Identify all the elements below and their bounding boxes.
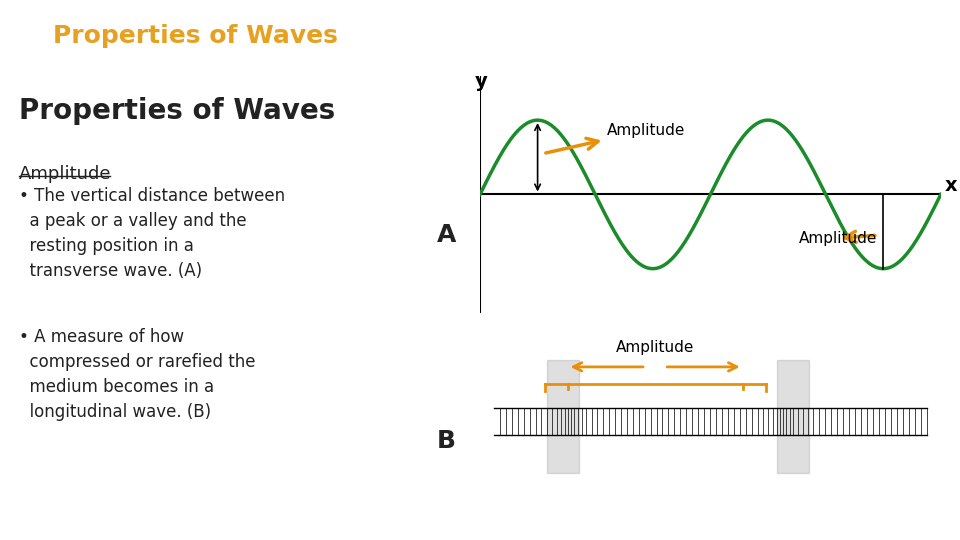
Text: x: x bbox=[945, 176, 957, 195]
Text: Amplitude: Amplitude bbox=[616, 340, 694, 355]
Text: Amplitude: Amplitude bbox=[546, 123, 685, 153]
Text: Properties of Waves: Properties of Waves bbox=[19, 97, 335, 125]
Text: • A measure of how
  compressed or rarefied the
  medium becomes in a
  longitud: • A measure of how compressed or rarefie… bbox=[19, 328, 255, 421]
Text: B: B bbox=[437, 429, 456, 453]
Text: Properties of Waves: Properties of Waves bbox=[53, 24, 338, 48]
Bar bbox=[547, 360, 579, 473]
Bar bbox=[778, 360, 809, 473]
Text: • The vertical distance between
  a peak or a valley and the
  resting position : • The vertical distance between a peak o… bbox=[19, 187, 285, 280]
Text: y: y bbox=[474, 72, 488, 91]
Text: Amplitude: Amplitude bbox=[799, 231, 877, 246]
Text: A: A bbox=[437, 223, 456, 247]
Text: Amplitude: Amplitude bbox=[19, 165, 111, 183]
